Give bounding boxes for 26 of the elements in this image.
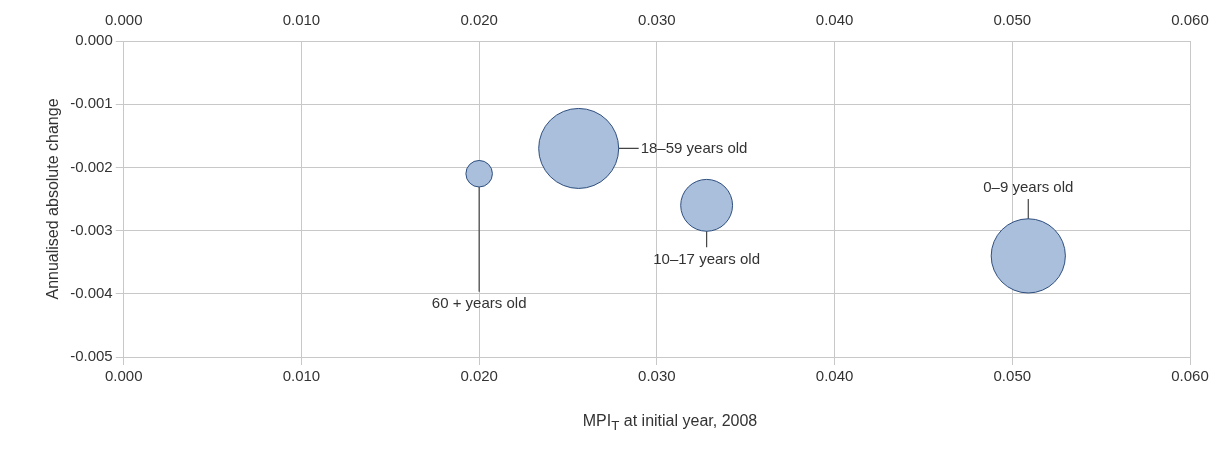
annotation: 18–59 years old <box>640 138 748 156</box>
x-tick-label: 0.030 <box>638 367 676 385</box>
annotation: 10–17 years old <box>653 249 760 267</box>
y-tick-label: -0.005 <box>70 347 113 365</box>
x2-tick-label: 0.040 <box>815 11 854 29</box>
y-tick-label: -0.003 <box>70 220 113 238</box>
y-tick-label: -0.002 <box>70 157 113 175</box>
annotation: 60 + years old <box>431 294 527 312</box>
x2-tick-label: 0.030 <box>638 11 676 29</box>
x-tick-label: 0.040 <box>815 367 854 385</box>
x-tick-label: 0.050 <box>993 367 1032 385</box>
annotation: 0–9 years old <box>983 177 1074 195</box>
x-tick-label: 0.000 <box>104 367 143 385</box>
x-tick-label: 0.020 <box>460 367 498 385</box>
x2-tick-label: 0.050 <box>993 11 1032 29</box>
x-axis-title: MPI$_{T}$ at initial year, 2008 <box>581 412 759 434</box>
y-tick-label: -0.001 <box>70 94 113 112</box>
y-axis-title: Annualised absolute change <box>44 98 62 300</box>
x2-tick-label: 0.020 <box>460 11 498 29</box>
x2-tick-label: 0.060 <box>1171 11 1209 29</box>
y-tick-label: -0.004 <box>70 283 113 301</box>
x2-tick-label: 0.000 <box>104 11 143 29</box>
x2-tick-label: 0.010 <box>282 11 321 29</box>
x-tick-label: 0.060 <box>1171 367 1209 385</box>
y-tick-label: 0.000 <box>75 31 113 49</box>
x-tick-label: 0.010 <box>282 367 321 385</box>
